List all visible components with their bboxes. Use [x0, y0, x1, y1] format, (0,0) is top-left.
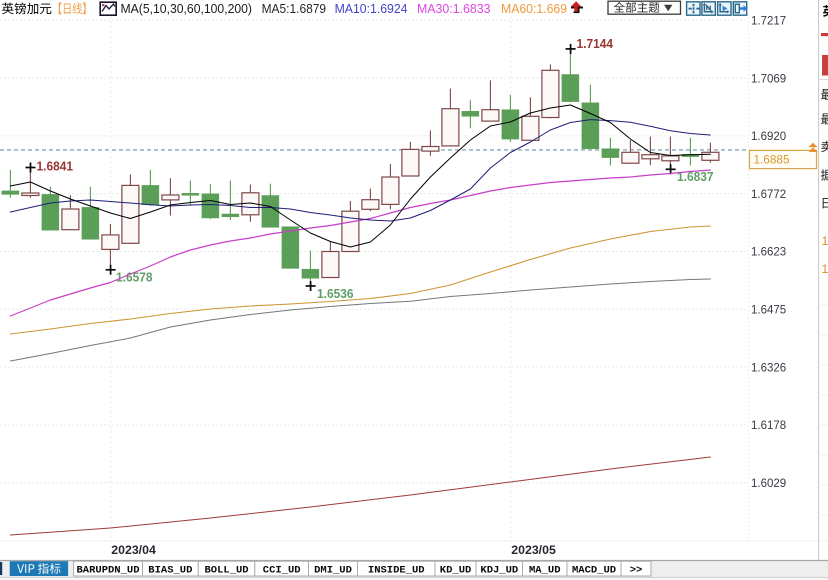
svg-text:1.: 1.	[822, 262, 828, 276]
svg-text:1.6772: 1.6772	[751, 189, 786, 201]
svg-text:1.7217: 1.7217	[751, 16, 786, 28]
svg-text:INSIDE_UD: INSIDE_UD	[368, 564, 425, 576]
svg-text:1.: 1.	[822, 234, 828, 248]
svg-text:1.6326: 1.6326	[751, 362, 786, 374]
svg-text:MA_UD: MA_UD	[529, 564, 561, 576]
svg-text:DMI_UD: DMI_UD	[314, 564, 352, 576]
svg-text:1.7069: 1.7069	[751, 73, 786, 85]
svg-text:BIAS_UD: BIAS_UD	[148, 564, 192, 576]
svg-text:1.7144: 1.7144	[577, 37, 614, 51]
svg-text:BARUPDN_UD: BARUPDN_UD	[77, 564, 140, 576]
svg-text:BOLL_UD: BOLL_UD	[205, 564, 249, 576]
svg-text:1.6578: 1.6578	[116, 271, 153, 285]
svg-text:MA(5,10,30,60,100,200): MA(5,10,30,60,100,200)	[121, 1, 253, 16]
svg-text:1.6178: 1.6178	[751, 420, 786, 432]
svg-text:1.6920: 1.6920	[751, 131, 786, 143]
svg-text:2023/05: 2023/05	[511, 543, 556, 557]
svg-text:1.6623: 1.6623	[751, 247, 786, 259]
svg-text:1.6885: 1.6885	[754, 155, 790, 167]
svg-text:>>: >>	[630, 564, 643, 576]
svg-text:1.6841: 1.6841	[37, 160, 74, 174]
svg-text:1.6475: 1.6475	[751, 305, 786, 317]
svg-text:MA60:1.669: MA60:1.669	[501, 1, 567, 16]
svg-text:KD_UD: KD_UD	[440, 564, 472, 576]
svg-text:2023/04: 2023/04	[111, 543, 156, 557]
svg-text:1.6837: 1.6837	[677, 170, 714, 184]
svg-text:MA10:1.6924: MA10:1.6924	[335, 1, 408, 16]
svg-text:1.6029: 1.6029	[751, 478, 786, 490]
svg-text:MA30:1.6833: MA30:1.6833	[417, 1, 491, 16]
svg-text:1.6536: 1.6536	[317, 287, 354, 301]
svg-text:KDJ_UD: KDJ_UD	[480, 564, 518, 576]
svg-text:MA5:1.6879: MA5:1.6879	[262, 1, 327, 16]
svg-text:CCI_UD: CCI_UD	[263, 564, 301, 576]
svg-text:MACD_UD: MACD_UD	[572, 564, 616, 576]
